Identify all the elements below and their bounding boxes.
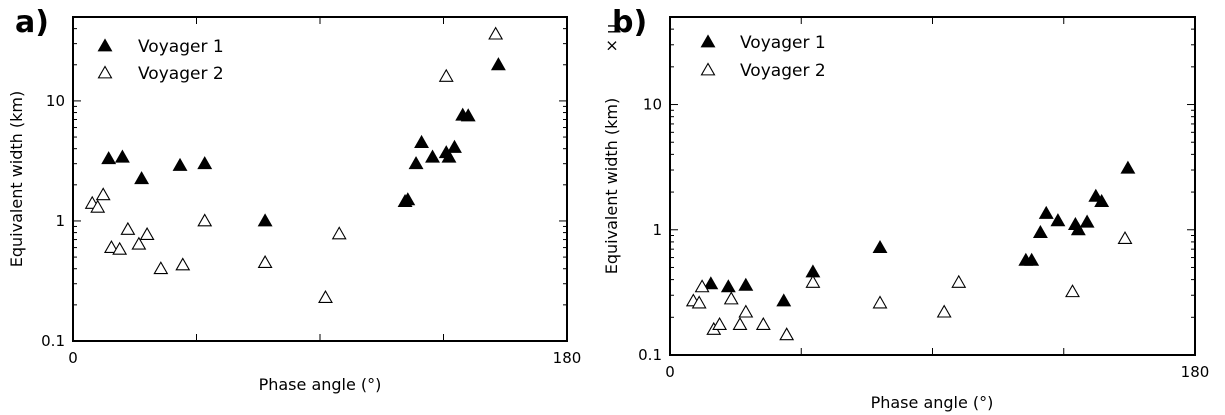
legend-marker <box>97 38 113 52</box>
x-tick-label: 180 <box>1181 363 1210 381</box>
x-tick-label: 0 <box>665 363 675 381</box>
voyager2-point <box>1065 284 1080 298</box>
voyager2-point <box>153 261 169 275</box>
voyager1-point <box>1094 193 1110 207</box>
voyager1-point <box>114 149 130 163</box>
voyager2-point <box>694 279 710 293</box>
voyager1-point <box>490 57 506 71</box>
legend-marker <box>700 34 716 48</box>
voyager2-point <box>732 316 748 330</box>
y-tick-label: 10 <box>46 92 65 110</box>
voyager2-point <box>331 226 347 240</box>
y-tick-label: 1 <box>652 221 662 239</box>
voyager1-point <box>1079 214 1095 228</box>
y-tick-label: 0.1 <box>41 332 65 350</box>
voyager1-point <box>414 134 429 148</box>
voyager1-point <box>1038 205 1054 219</box>
voyager2-point <box>318 289 333 304</box>
voyager2-point <box>175 257 191 271</box>
voyager2-point <box>872 295 888 309</box>
voyager2-point <box>139 226 155 241</box>
voyager1-point <box>703 276 719 290</box>
voyager1-point <box>400 192 416 206</box>
voyager1-point <box>776 293 792 307</box>
y-tick-label: 0.1 <box>638 346 662 364</box>
legend-marker <box>97 65 113 79</box>
voyager1-point <box>872 240 888 254</box>
panel-label: b) <box>612 5 647 40</box>
x-tick-label: 0 <box>68 349 78 367</box>
voyager2-point <box>257 254 273 269</box>
voyager1-point <box>134 171 150 185</box>
voyager2-point <box>712 316 728 330</box>
voyager1-point <box>408 156 424 170</box>
voyager2-point <box>951 274 967 288</box>
voyager2-point <box>197 213 213 227</box>
panel-label: a) <box>15 5 49 40</box>
voyager2-point <box>120 221 136 235</box>
voyager1-point <box>738 277 754 291</box>
y-axis-label-suffix: × μ <box>602 24 621 53</box>
voyager1-point <box>1070 222 1086 236</box>
voyager2-point <box>936 304 952 318</box>
voyager2-point <box>131 236 147 250</box>
voyager1-point <box>441 149 457 163</box>
voyager1-point <box>425 149 440 163</box>
y-axis-label: Equivalent width (km) <box>7 91 26 267</box>
y-axis-label: Equivalent width (km) <box>602 98 621 274</box>
voyager2-point <box>103 239 119 254</box>
voyager1-point <box>172 157 188 171</box>
legend-label: Voyager 1 <box>740 33 826 53</box>
legend-marker <box>700 62 716 76</box>
voyager1-point <box>101 151 117 165</box>
voyager2-point <box>112 241 128 255</box>
voyager1-point <box>1088 188 1104 202</box>
voyager1-point <box>197 156 213 170</box>
voyager2-point <box>738 304 754 318</box>
voyager2-point <box>755 316 771 330</box>
voyager2-point <box>691 295 707 309</box>
voyager2-point <box>779 327 795 341</box>
voyager1-point <box>1032 224 1048 238</box>
legend-label: Voyager 2 <box>740 61 826 81</box>
voyager2-point <box>438 68 454 82</box>
y-tick-label: 10 <box>643 96 662 114</box>
voyager2-point <box>95 187 111 201</box>
voyager1-point <box>1120 160 1136 174</box>
voyager2-point <box>90 199 106 213</box>
x-tick-label: 180 <box>553 349 582 367</box>
legend-label: Voyager 2 <box>138 64 224 84</box>
voyager1-point <box>447 139 462 153</box>
voyager2-point <box>1117 230 1133 245</box>
x-axis-label: Phase angle (°) <box>871 393 994 412</box>
voyager1-point <box>1050 213 1066 227</box>
x-axis-label: Phase angle (°) <box>259 375 382 394</box>
voyager2-point <box>805 274 821 288</box>
y-tick-label: 1 <box>55 212 65 230</box>
legend-label: Voyager 1 <box>138 37 224 57</box>
voyager1-point <box>720 279 736 293</box>
voyager1-point <box>460 108 476 122</box>
voyager2-point <box>723 291 739 305</box>
voyager2-point <box>488 26 504 40</box>
voyager1-point <box>257 213 273 227</box>
voyager1-point <box>1024 252 1040 266</box>
